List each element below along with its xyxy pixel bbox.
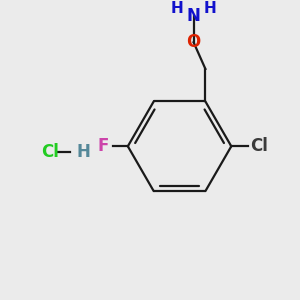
- Text: Cl: Cl: [40, 143, 58, 161]
- Text: O: O: [187, 33, 201, 51]
- Text: F: F: [97, 137, 109, 155]
- Text: Cl: Cl: [250, 137, 268, 155]
- Text: H: H: [203, 1, 216, 16]
- Text: H: H: [76, 143, 90, 161]
- Text: N: N: [187, 7, 200, 25]
- Text: H: H: [171, 1, 184, 16]
